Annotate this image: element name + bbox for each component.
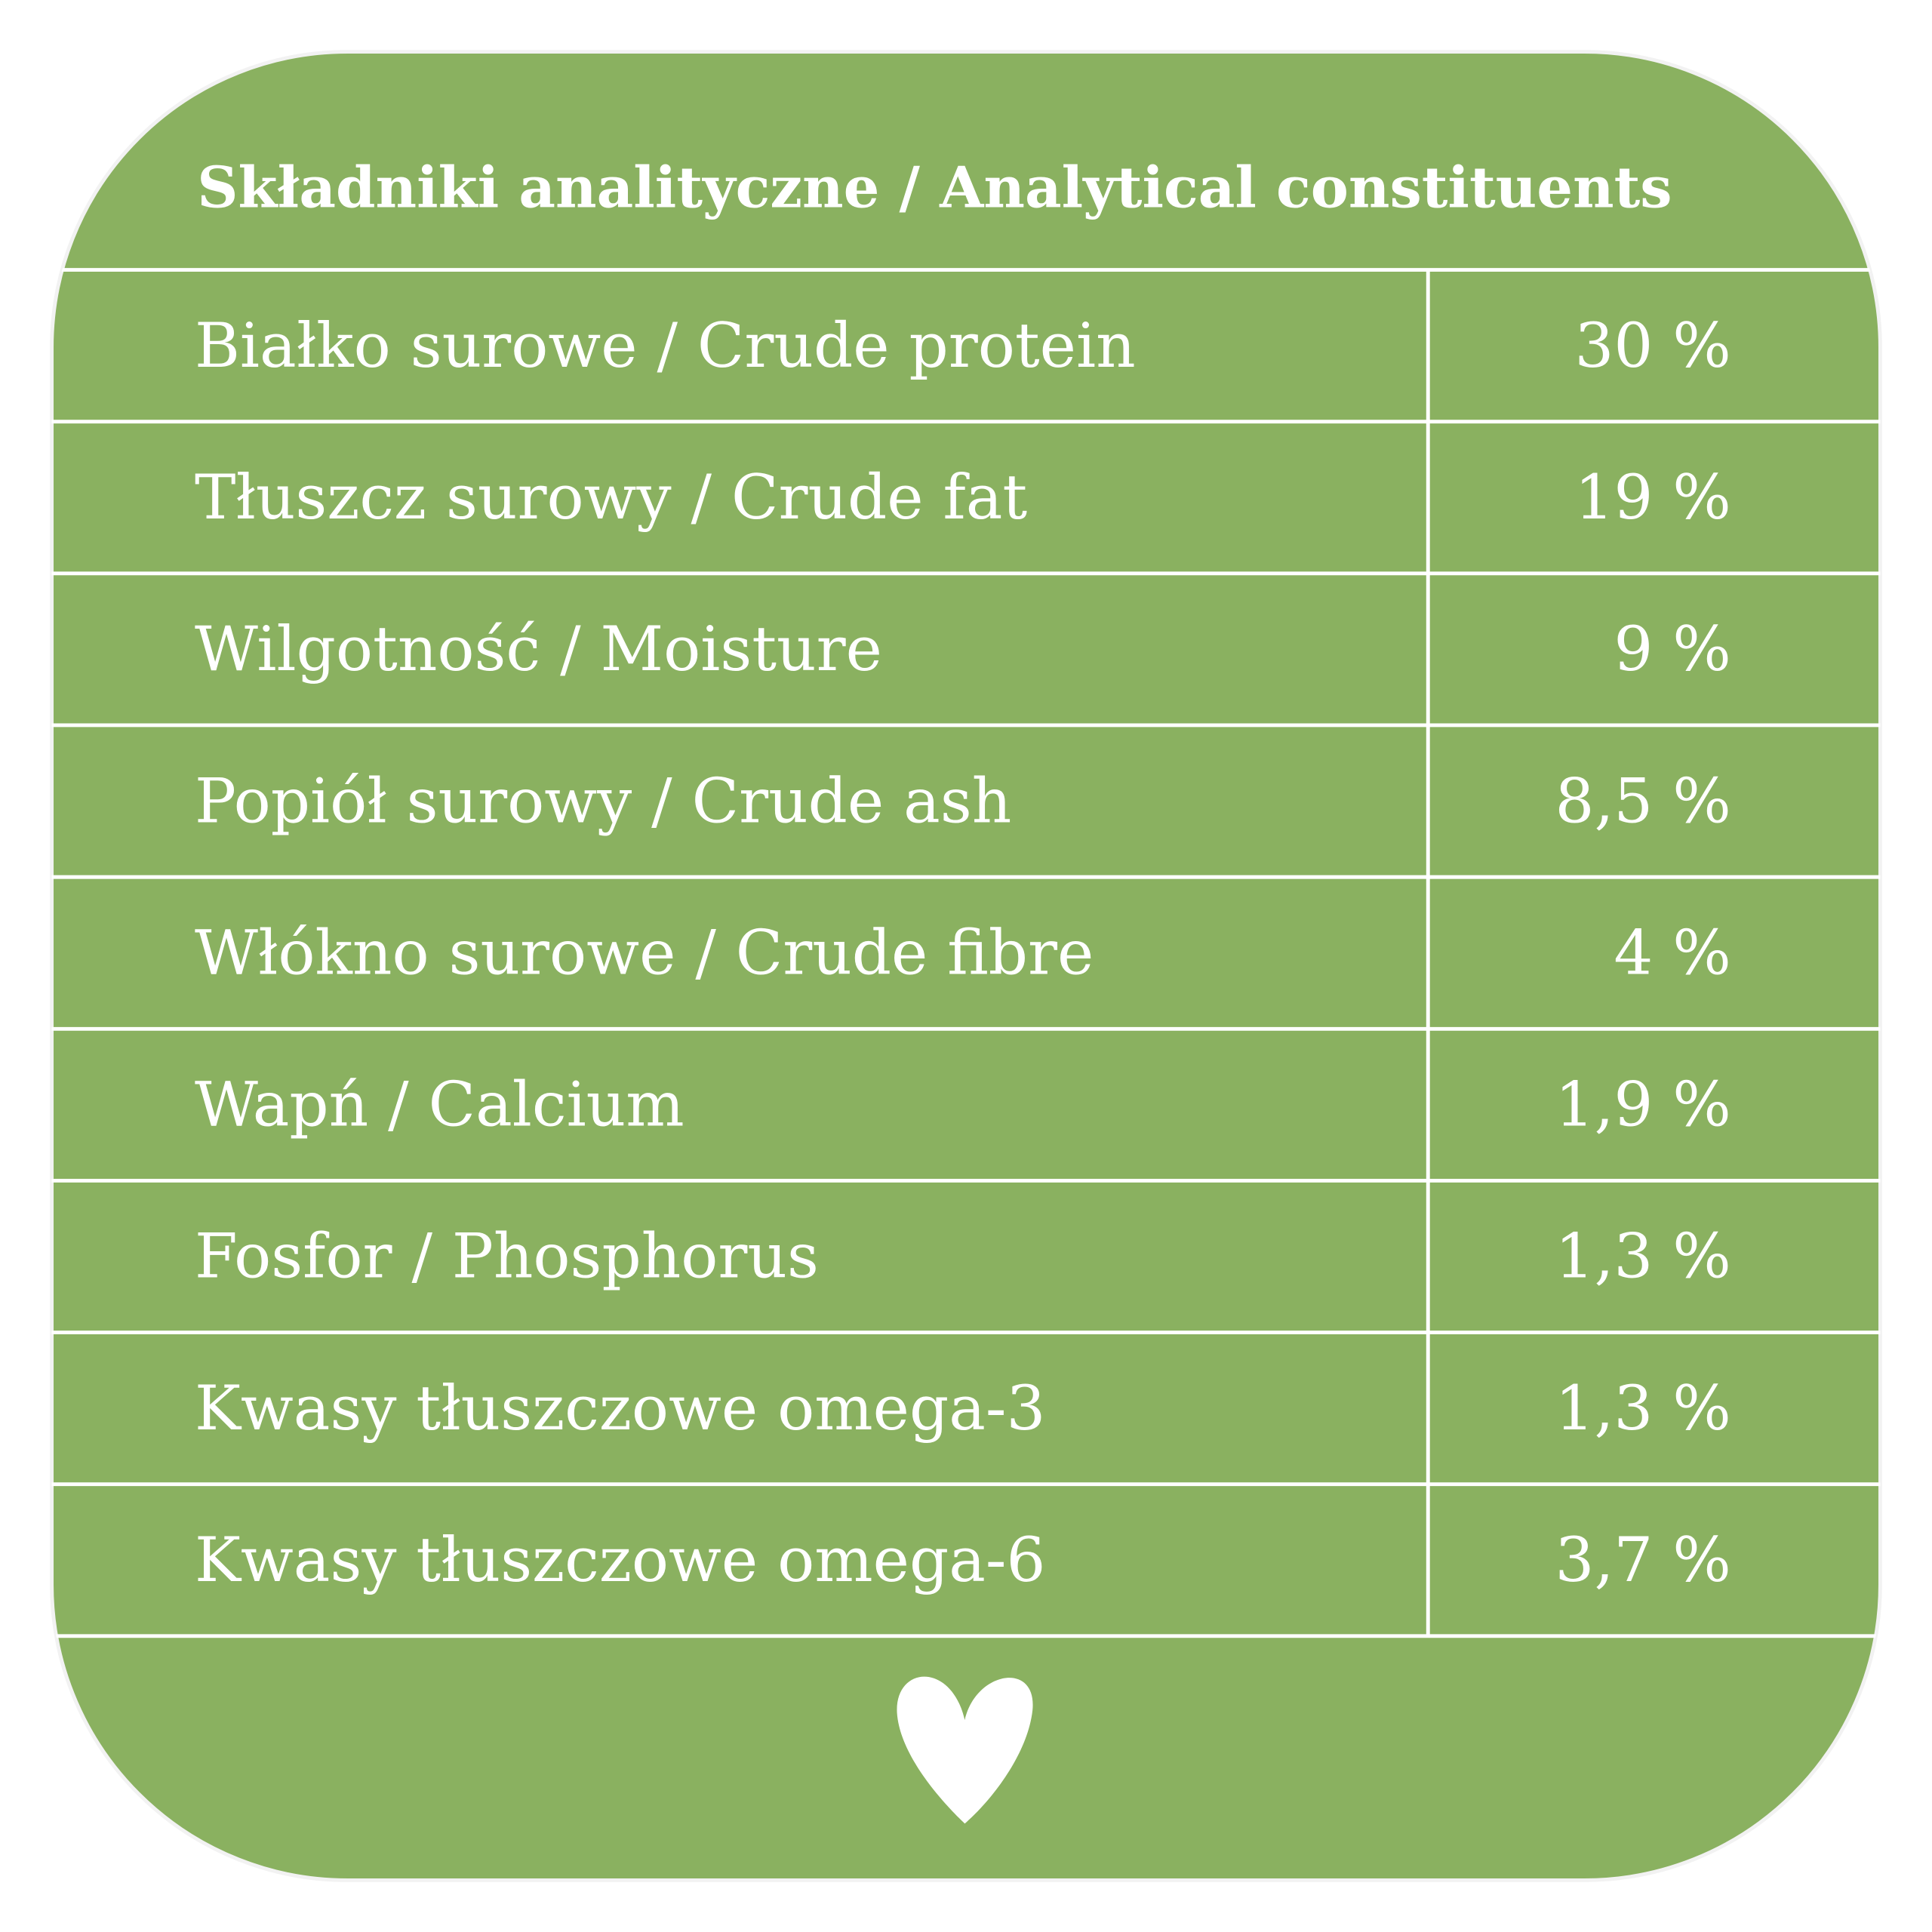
constituent-value: 1,9 %	[1555, 1069, 1731, 1141]
constituent-name: Białko surowe / Crude protein	[195, 310, 1136, 382]
constituent-name: Popiół surowy / Crude ash	[195, 765, 1011, 837]
table-rows: Białko surowe / Crude protein 30 % Tłuszcz…	[195, 310, 1731, 1596]
constituent-name: Kwasy tłuszczowe omega-6	[195, 1524, 1045, 1596]
table-title: Składniki analityczne / Analytical const…	[197, 153, 1672, 220]
constituent-value: 1,3 %	[1555, 1373, 1731, 1444]
table-grid	[51, 268, 1881, 1638]
constituent-name: Włókno surowe / Crude fibre	[195, 917, 1094, 989]
constituent-value: 30 %	[1575, 310, 1731, 382]
constituent-value: 19 %	[1575, 462, 1731, 534]
card-background	[50, 50, 1882, 1882]
constituent-name: Kwasy tłuszczowe omega-3	[195, 1373, 1045, 1444]
constituent-value: 1,3 %	[1555, 1221, 1731, 1293]
constituent-name: Tłuszcz surowy / Crude fat	[195, 462, 1027, 534]
constituent-name: Wapń / Calcium	[195, 1069, 685, 1141]
constituent-value: 8,5 %	[1555, 765, 1731, 837]
constituent-value: 9 %	[1614, 614, 1730, 685]
constituent-value: 3,7 %	[1555, 1524, 1731, 1596]
heart-icon	[897, 1676, 1033, 1824]
constituent-name: Wilgotność / Moisture	[195, 614, 882, 685]
constituent-value: 4 %	[1614, 917, 1730, 989]
constituent-name: Fosfor / Phosphorus	[195, 1221, 819, 1293]
